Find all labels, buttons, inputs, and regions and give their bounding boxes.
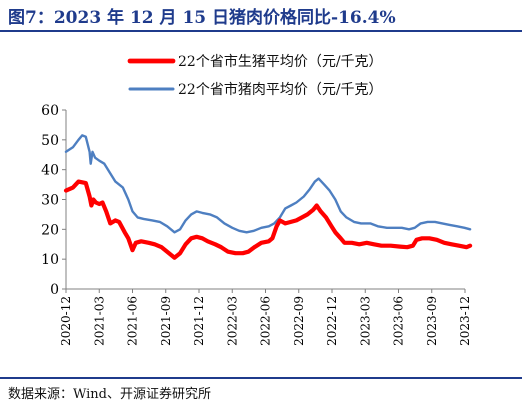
x-tick-label: 2021-06: [126, 296, 140, 346]
legend: 22个省市生猪平均价（元/千克） 22个省市猪肉平均价（元/千克）: [127, 53, 383, 98]
x-tick-label: 2021-09: [159, 296, 173, 346]
x-tick-label: 2022-03: [225, 296, 239, 346]
x-tick-label: 2022-09: [292, 296, 306, 346]
source-divider: [0, 377, 522, 379]
x-tick-label: 2023-09: [425, 296, 439, 346]
y-tick-label: 10: [41, 252, 59, 268]
x-tick-label: 2023-03: [358, 296, 372, 346]
legend-label-live-hog: 22个省市生猪平均价（元/千克）: [178, 53, 383, 70]
y-tick-label: 50: [41, 133, 59, 149]
y-tick-label: 60: [41, 103, 59, 119]
x-tick-label: 2023-06: [392, 296, 406, 346]
legend-label-pork: 22个省市猪肉平均价（元/千克）: [178, 81, 383, 98]
y-tick-label: 0: [50, 282, 59, 298]
x-tick-label: 2020-12: [59, 296, 73, 346]
x-tick-label: 2021-12: [192, 296, 206, 346]
x-tick-label: 2023-12: [458, 296, 472, 346]
y-tick-label: 30: [41, 193, 59, 209]
series-live-hog-line: [63, 179, 473, 260]
x-tick-label: 2021-03: [92, 296, 106, 346]
series-pork-line: [64, 134, 472, 234]
x-tick-label: 2022-12: [325, 296, 339, 346]
y-tick-label: 20: [41, 222, 59, 238]
x-tick-label: 2022-06: [259, 296, 273, 346]
chart-title: 图7：2023 年 12 月 15 日猪肉价格同比-16.4%: [8, 8, 396, 28]
series-layer: [63, 134, 473, 260]
source-note: 数据来源：Wind、开源证券研究所: [8, 387, 211, 402]
axes: 0 10 20 30 40 50 60 2020-12 2021-03 2021-06 2021-0…: [41, 103, 472, 346]
title-divider: [0, 30, 522, 32]
y-tick-label: 40: [41, 163, 59, 179]
